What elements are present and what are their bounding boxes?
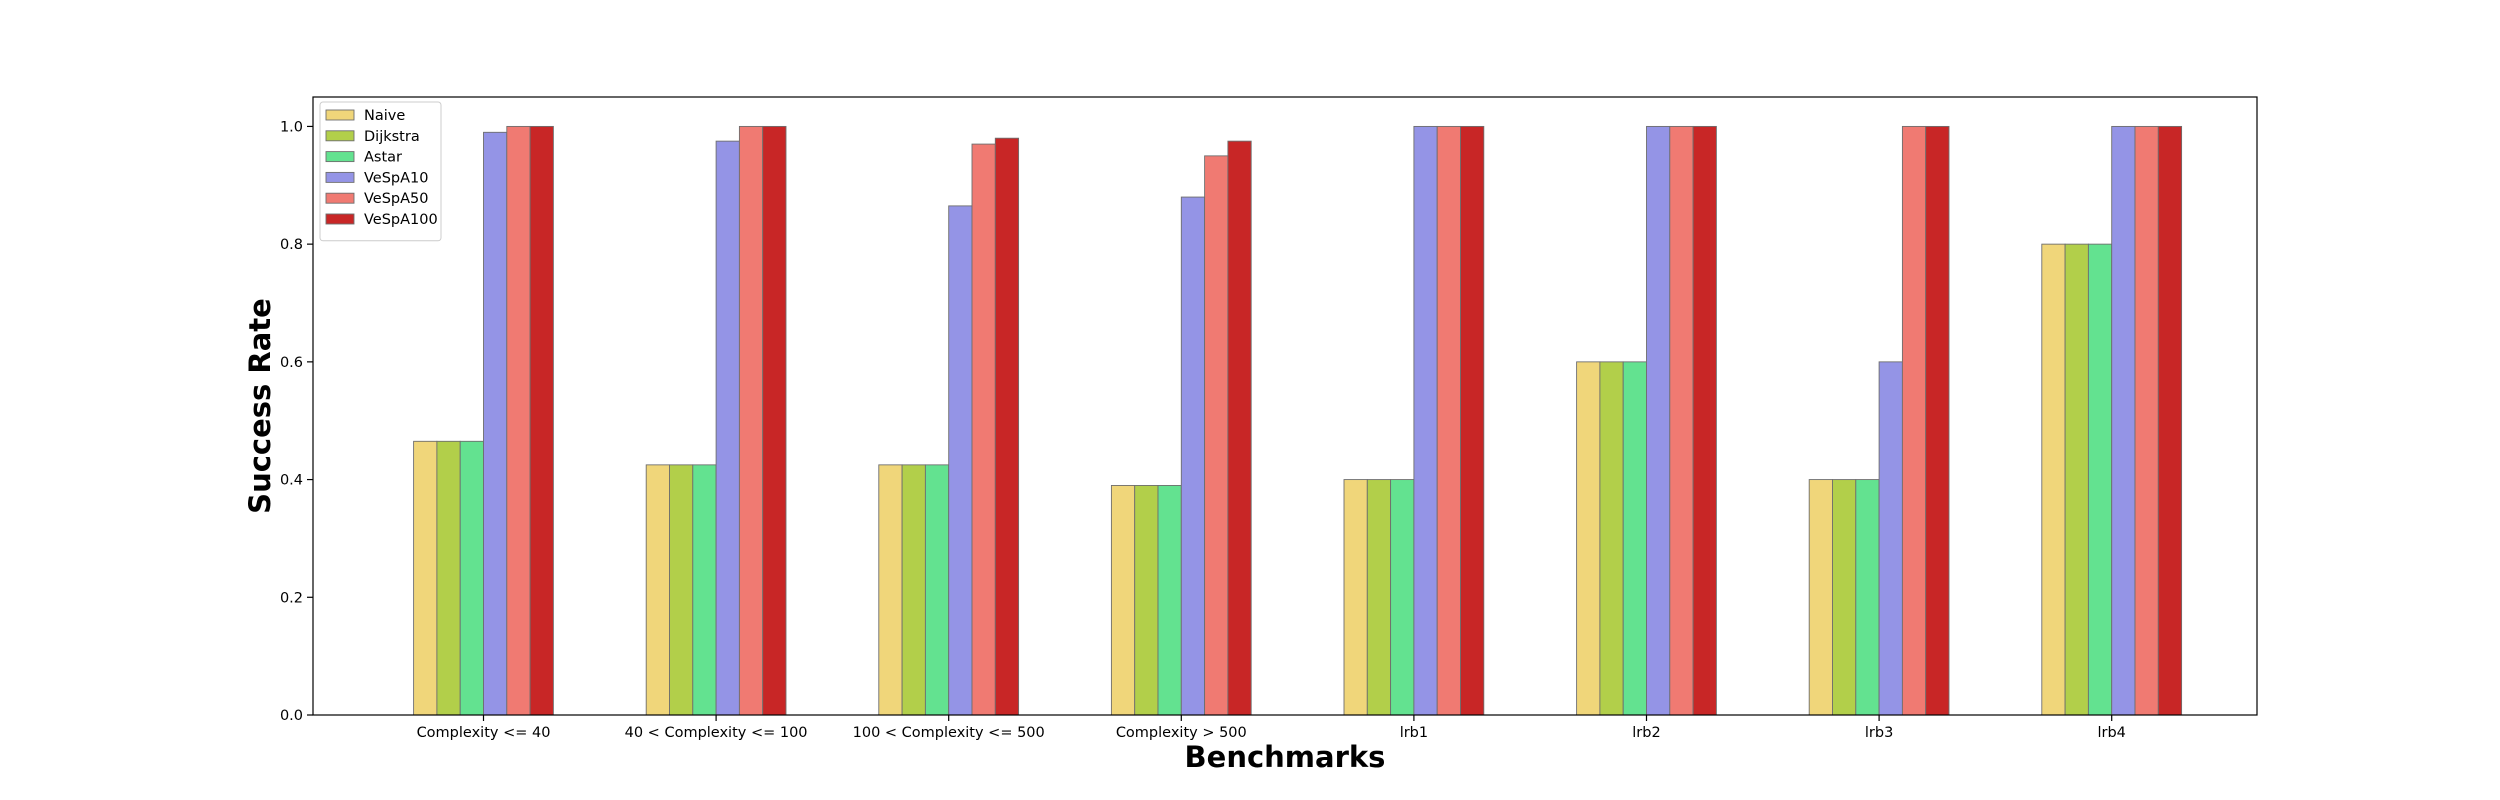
bar-astar-4 <box>1390 479 1415 716</box>
bar-naive-2 <box>878 464 903 716</box>
bar-dijkstra-4 <box>1366 479 1392 716</box>
bar-naive-1 <box>645 464 670 716</box>
bar-dijkstra-3 <box>1134 485 1159 716</box>
x-tick-label: lrb1 <box>1400 725 1428 741</box>
bar-vespa100-2 <box>994 137 1020 716</box>
bar-vespa100-6 <box>1925 125 1950 716</box>
bar-vespa50-1 <box>738 125 764 716</box>
bar-vespa50-3 <box>1204 155 1229 716</box>
bar-naive-3 <box>1110 485 1136 716</box>
bar-vespa50-5 <box>1669 125 1694 716</box>
y-tick-label: 0.0 <box>280 708 303 724</box>
y-tick-label: 0.2 <box>280 590 303 606</box>
legend-label-dijkstra: Dijkstra <box>364 129 420 145</box>
bar-vespa50-0 <box>506 125 531 716</box>
bar-astar-0 <box>459 440 484 716</box>
bar-vespa50-7 <box>2134 125 2159 716</box>
y-axis-title: Success Rate <box>243 298 277 514</box>
x-axis-title: Benchmarks <box>1185 740 1386 774</box>
legend-label-vespa50: VeSpA50 <box>364 191 429 207</box>
bar-dijkstra-7 <box>2064 243 2089 716</box>
legend-swatch-naive <box>325 109 355 121</box>
x-tick-label: Complexity <= 40 <box>417 725 551 741</box>
bar-astar-1 <box>692 464 717 716</box>
legend-swatch-vespa100 <box>325 213 355 225</box>
bar-naive-6 <box>1808 479 1833 716</box>
x-tick-label: lrb2 <box>1632 725 1660 741</box>
bar-naive-0 <box>413 440 438 716</box>
x-tick-label: Complexity > 500 <box>1116 725 1247 741</box>
bar-vespa10-2 <box>948 205 973 716</box>
bar-astar-5 <box>1622 361 1647 716</box>
x-tick-label: lrb4 <box>2097 725 2125 741</box>
bar-vespa10-3 <box>1180 196 1206 716</box>
bar-naive-5 <box>1576 361 1601 716</box>
legend-label-vespa10: VeSpA10 <box>364 170 429 186</box>
bar-astar-2 <box>924 464 950 716</box>
legend-label-astar: Astar <box>364 150 402 166</box>
bar-dijkstra-6 <box>1832 479 1857 716</box>
bar-vespa100-3 <box>1227 140 1252 716</box>
bar-naive-7 <box>2041 243 2066 716</box>
bars-layer <box>413 125 2183 716</box>
y-axis: 0.0 0.2 0.4 0.6 0.8 1.0 <box>280 119 313 724</box>
bar-dijkstra-0 <box>436 440 461 716</box>
bar-vespa100-7 <box>2157 125 2183 716</box>
x-tick-label: 40 < Complexity <= 100 <box>625 725 808 741</box>
legend-label-vespa100: VeSpA100 <box>364 212 438 228</box>
bar-astar-7 <box>2087 243 2113 716</box>
y-tick-label: 1.0 <box>280 119 303 135</box>
bar-vespa100-4 <box>1460 125 1485 716</box>
bar-naive-4 <box>1343 479 1368 716</box>
bar-vespa100-0 <box>529 125 554 716</box>
x-tick-label: 100 < Complexity <= 500 <box>853 725 1045 741</box>
y-tick-label: 0.8 <box>280 237 303 253</box>
legend-swatch-astar <box>325 151 355 163</box>
bar-vespa10-6 <box>1878 361 1903 716</box>
x-axis: Complexity <= 40 40 < Complexity <= 100 10… <box>417 715 2126 741</box>
bar-vespa10-4 <box>1413 125 1438 716</box>
legend: Naive Dijkstra Astar VeSpA10 VeSpA50 VeSpA100 <box>319 101 442 242</box>
bar-vespa50-2 <box>971 143 996 716</box>
bar-astar-6 <box>1855 479 1880 716</box>
bar-dijkstra-2 <box>901 464 926 716</box>
bar-vespa10-7 <box>2111 125 2136 716</box>
legend-swatch-vespa50 <box>325 192 355 204</box>
bar-vespa50-6 <box>1901 125 1927 716</box>
plot-frame <box>312 96 2258 716</box>
bar-vespa100-5 <box>1692 125 1717 716</box>
legend-label-naive: Naive <box>364 108 405 124</box>
y-tick-label: 0.6 <box>280 355 303 371</box>
bar-dijkstra-1 <box>669 464 694 716</box>
bar-vespa10-1 <box>715 140 740 716</box>
x-tick-label: lrb3 <box>1865 725 1893 741</box>
legend-swatch-vespa10 <box>325 171 355 183</box>
bar-vespa50-4 <box>1436 125 1461 716</box>
bar-astar-3 <box>1157 485 1182 716</box>
bar-dijkstra-5 <box>1599 361 1624 716</box>
y-tick-label: 0.4 <box>280 473 303 489</box>
legend-swatch-dijkstra <box>325 130 355 142</box>
bar-vespa100-1 <box>762 125 787 716</box>
bar-vespa10-5 <box>1646 125 1671 716</box>
bar-vespa10-0 <box>483 131 508 716</box>
